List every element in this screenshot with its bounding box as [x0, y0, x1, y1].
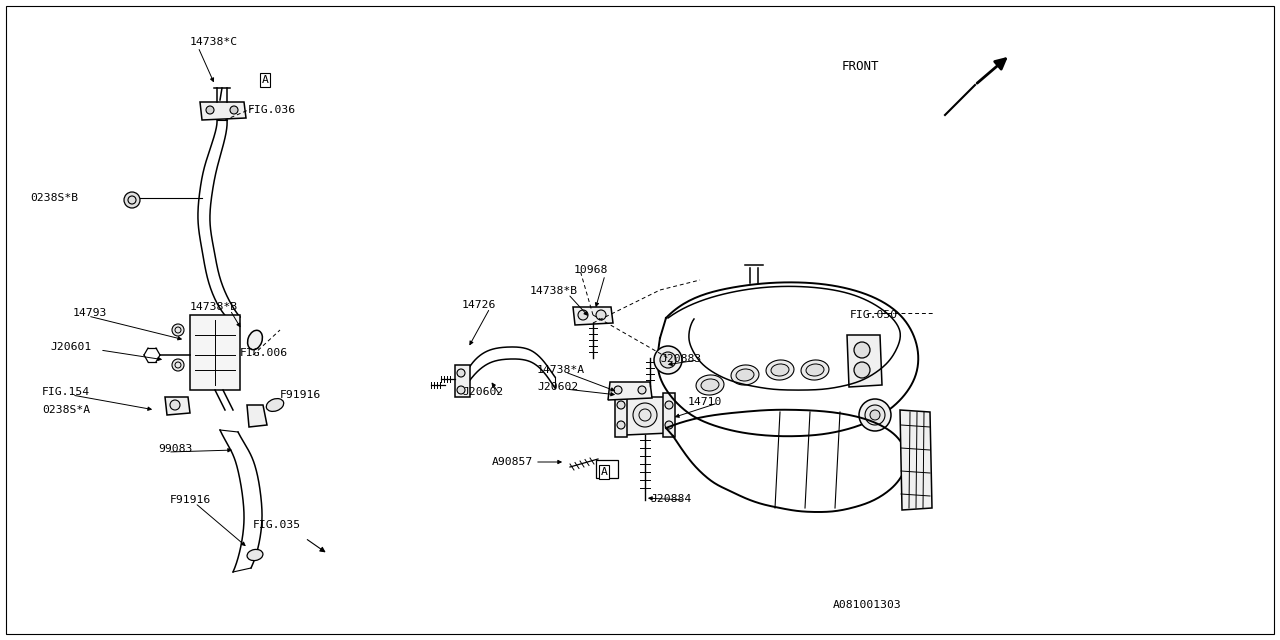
Text: FIG.035: FIG.035 [253, 520, 301, 530]
Circle shape [230, 106, 238, 114]
Text: FIG.154: FIG.154 [42, 387, 90, 397]
Ellipse shape [247, 549, 262, 561]
Circle shape [170, 400, 180, 410]
Text: 14793: 14793 [73, 308, 108, 318]
Circle shape [172, 324, 184, 336]
Text: FRONT: FRONT [842, 60, 879, 73]
Ellipse shape [765, 360, 794, 380]
Text: 14738*A: 14738*A [538, 365, 585, 375]
Text: J20602: J20602 [538, 382, 579, 392]
Circle shape [854, 342, 870, 358]
Circle shape [579, 310, 588, 320]
Circle shape [634, 403, 657, 427]
Ellipse shape [266, 399, 284, 412]
Polygon shape [454, 365, 470, 397]
Text: J20601: J20601 [50, 342, 91, 352]
Polygon shape [614, 393, 627, 437]
Polygon shape [847, 335, 882, 387]
Text: F91916: F91916 [280, 390, 321, 400]
Ellipse shape [247, 330, 262, 349]
Circle shape [596, 310, 605, 320]
Polygon shape [608, 382, 652, 400]
Text: A: A [261, 75, 269, 85]
Text: J20884: J20884 [650, 494, 691, 504]
Text: 0238S*A: 0238S*A [42, 405, 90, 415]
Text: 14710: 14710 [689, 397, 722, 407]
Circle shape [654, 346, 682, 374]
Circle shape [870, 410, 881, 420]
Text: 14726: 14726 [462, 300, 497, 310]
Polygon shape [663, 393, 675, 437]
Ellipse shape [736, 369, 754, 381]
Polygon shape [900, 410, 932, 510]
Text: J20883: J20883 [660, 354, 701, 364]
Circle shape [854, 362, 870, 378]
Text: 14738*B: 14738*B [189, 302, 238, 312]
Circle shape [865, 405, 884, 425]
Ellipse shape [701, 379, 719, 391]
Text: FIG.036: FIG.036 [248, 105, 296, 115]
Circle shape [660, 352, 676, 368]
Circle shape [617, 401, 625, 409]
Circle shape [614, 386, 622, 394]
Circle shape [457, 386, 465, 394]
Polygon shape [189, 315, 241, 390]
Text: 0238S*B: 0238S*B [29, 193, 78, 203]
Circle shape [666, 421, 673, 429]
Ellipse shape [731, 365, 759, 385]
Text: A: A [600, 467, 608, 477]
Circle shape [637, 386, 646, 394]
Bar [596, 460, 618, 478]
Circle shape [457, 369, 465, 377]
Text: FIG.006: FIG.006 [241, 348, 288, 358]
Text: 99083: 99083 [157, 444, 192, 454]
Text: 10968: 10968 [573, 265, 608, 275]
Polygon shape [623, 397, 669, 435]
Polygon shape [247, 405, 268, 427]
Polygon shape [200, 102, 246, 120]
Circle shape [666, 401, 673, 409]
Text: 14738*C: 14738*C [189, 37, 238, 47]
Circle shape [617, 421, 625, 429]
Polygon shape [573, 307, 613, 325]
Text: A90857: A90857 [492, 457, 534, 467]
Polygon shape [165, 397, 189, 415]
Text: 14738*B: 14738*B [530, 286, 579, 296]
Circle shape [206, 106, 214, 114]
Text: FIG.050: FIG.050 [850, 310, 899, 320]
Ellipse shape [696, 375, 724, 395]
Circle shape [859, 399, 891, 431]
Ellipse shape [806, 364, 824, 376]
Text: A081001303: A081001303 [833, 600, 901, 610]
Circle shape [172, 359, 184, 371]
Ellipse shape [801, 360, 829, 380]
Circle shape [124, 192, 140, 208]
Text: J20602: J20602 [462, 387, 503, 397]
Text: F91916: F91916 [170, 495, 211, 505]
Ellipse shape [771, 364, 788, 376]
